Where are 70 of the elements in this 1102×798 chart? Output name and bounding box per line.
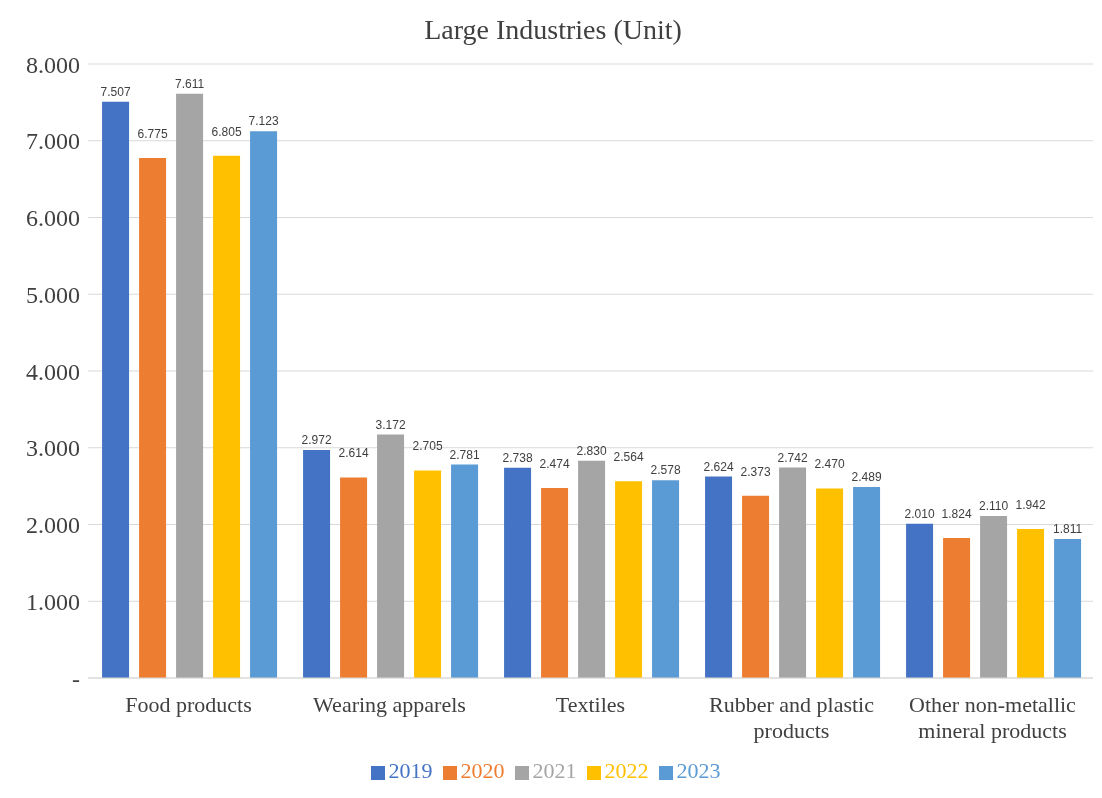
y-tick-label: 6.000	[26, 205, 80, 232]
data-label: 1.942	[1015, 497, 1046, 512]
data-label: 2.742	[777, 450, 808, 465]
data-label: 2.624	[703, 459, 734, 474]
bar	[943, 538, 971, 678]
data-label: 6.775	[137, 127, 168, 142]
data-label: 2.578	[650, 463, 681, 478]
data-label: 2.705	[412, 439, 443, 454]
legend-label: 2019	[388, 758, 433, 783]
bar	[414, 470, 442, 678]
data-label: 2.110	[979, 499, 1009, 514]
data-label: 3.172	[375, 417, 406, 432]
bar	[541, 488, 569, 678]
legend-label: 2023	[676, 758, 721, 783]
bar	[1017, 528, 1045, 678]
data-label: 2.972	[301, 432, 332, 447]
bar	[139, 158, 167, 678]
y-tick-label: 4.000	[26, 358, 80, 385]
bar	[652, 480, 680, 678]
data-label: 7.507	[100, 84, 131, 99]
bar	[377, 434, 405, 678]
x-tick-label: Wearing apparels	[313, 692, 466, 717]
y-tick-label: 7.000	[26, 128, 80, 155]
data-label: 1.824	[941, 507, 972, 522]
bar	[102, 101, 130, 678]
bar	[213, 155, 241, 678]
y-tick-label: 8.000	[26, 51, 80, 78]
bar	[853, 486, 881, 678]
bar	[578, 460, 606, 678]
data-label: 2.470	[814, 457, 845, 472]
data-label: 2.010	[904, 506, 935, 521]
x-tick-label: Other non-metallic mineral products	[909, 692, 1077, 743]
bar	[504, 467, 532, 678]
bar	[1054, 539, 1082, 678]
x-tick-label: Rubber and plastic products	[709, 692, 875, 743]
y-tick-label: 1.000	[26, 588, 80, 615]
bar	[176, 93, 204, 678]
y-tick-label: -	[72, 665, 80, 692]
data-label: 7.123	[248, 114, 279, 129]
data-label: 6.805	[211, 124, 242, 139]
bar	[779, 467, 807, 678]
legend-label: 2020	[460, 758, 505, 783]
x-tick-label: Food products	[125, 692, 252, 717]
data-label: 1.811	[1053, 522, 1083, 537]
chart-title: Large Industries (Unit)	[424, 14, 682, 45]
y-tick-label: 2.000	[26, 512, 80, 539]
x-tick-label: Textiles	[555, 692, 626, 717]
bar	[615, 481, 643, 678]
bar	[250, 131, 278, 678]
legend-label: 2022	[604, 758, 649, 783]
legend-label: 2021	[532, 758, 577, 783]
bar	[303, 449, 331, 678]
bar	[742, 495, 770, 678]
bar	[906, 523, 934, 678]
bar	[816, 488, 844, 678]
y-tick-label: 3.000	[26, 435, 80, 462]
data-label: 2.614	[338, 446, 369, 461]
bar	[980, 516, 1008, 678]
data-label: 2.738	[502, 450, 533, 465]
data-label: 2.781	[449, 447, 480, 462]
data-label: 7.611	[175, 76, 205, 91]
data-label: 2.830	[576, 443, 607, 458]
bar	[340, 477, 368, 678]
y-tick-label: 5.000	[26, 281, 80, 308]
data-label: 2.373	[740, 464, 771, 479]
data-label: 2.564	[613, 450, 644, 465]
data-label: 2.489	[851, 469, 882, 484]
data-label: 2.474	[539, 457, 570, 472]
bar	[705, 476, 733, 678]
bar	[451, 464, 479, 678]
